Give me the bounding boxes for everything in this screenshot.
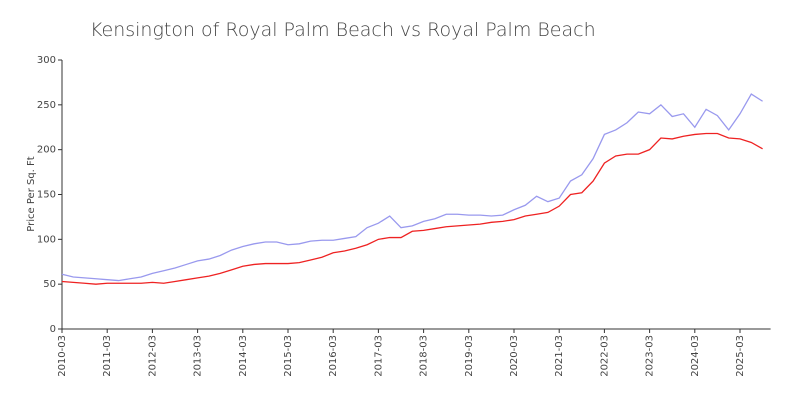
y-tick-label: 150	[37, 190, 56, 201]
x-tick-label: 2016-03	[328, 335, 339, 377]
x-tick-label: 2011-03	[102, 335, 113, 377]
x-tick-label: 2025-03	[735, 335, 746, 377]
x-tick-label: 2012-03	[147, 335, 158, 377]
y-tick-label: 250	[37, 100, 56, 111]
x-tick-label: 2018-03	[419, 335, 430, 377]
y-tick-label: 300	[37, 55, 56, 66]
x-tick-label: 2019-03	[464, 335, 475, 377]
y-tick-label: 0	[50, 324, 56, 335]
chart-title: Kensington of Royal Palm Beach vs Royal …	[90, 19, 596, 41]
x-tick-label: 2013-03	[193, 335, 204, 377]
series-line	[61, 93, 763, 282]
x-tick-label: 2022-03	[599, 335, 610, 377]
x-tick-label: 2010-03	[57, 335, 68, 377]
x-tick-label: 2015-03	[283, 335, 294, 377]
x-tick-label: 2023-03	[645, 335, 656, 377]
y-tick-label: 50	[43, 279, 56, 290]
y-tick-label: 100	[37, 234, 56, 245]
y-axis-label: Price Per Sq. Ft	[26, 156, 37, 231]
x-tick-label: 2021-03	[554, 335, 565, 377]
series-line	[61, 132, 763, 285]
y-tick-label: 200	[37, 145, 56, 156]
x-tick-label: 2014-03	[238, 335, 249, 377]
x-tick-label: 2020-03	[509, 335, 520, 377]
x-tick-label: 2017-03	[373, 335, 384, 377]
x-tick-label: 2024-03	[690, 335, 701, 377]
